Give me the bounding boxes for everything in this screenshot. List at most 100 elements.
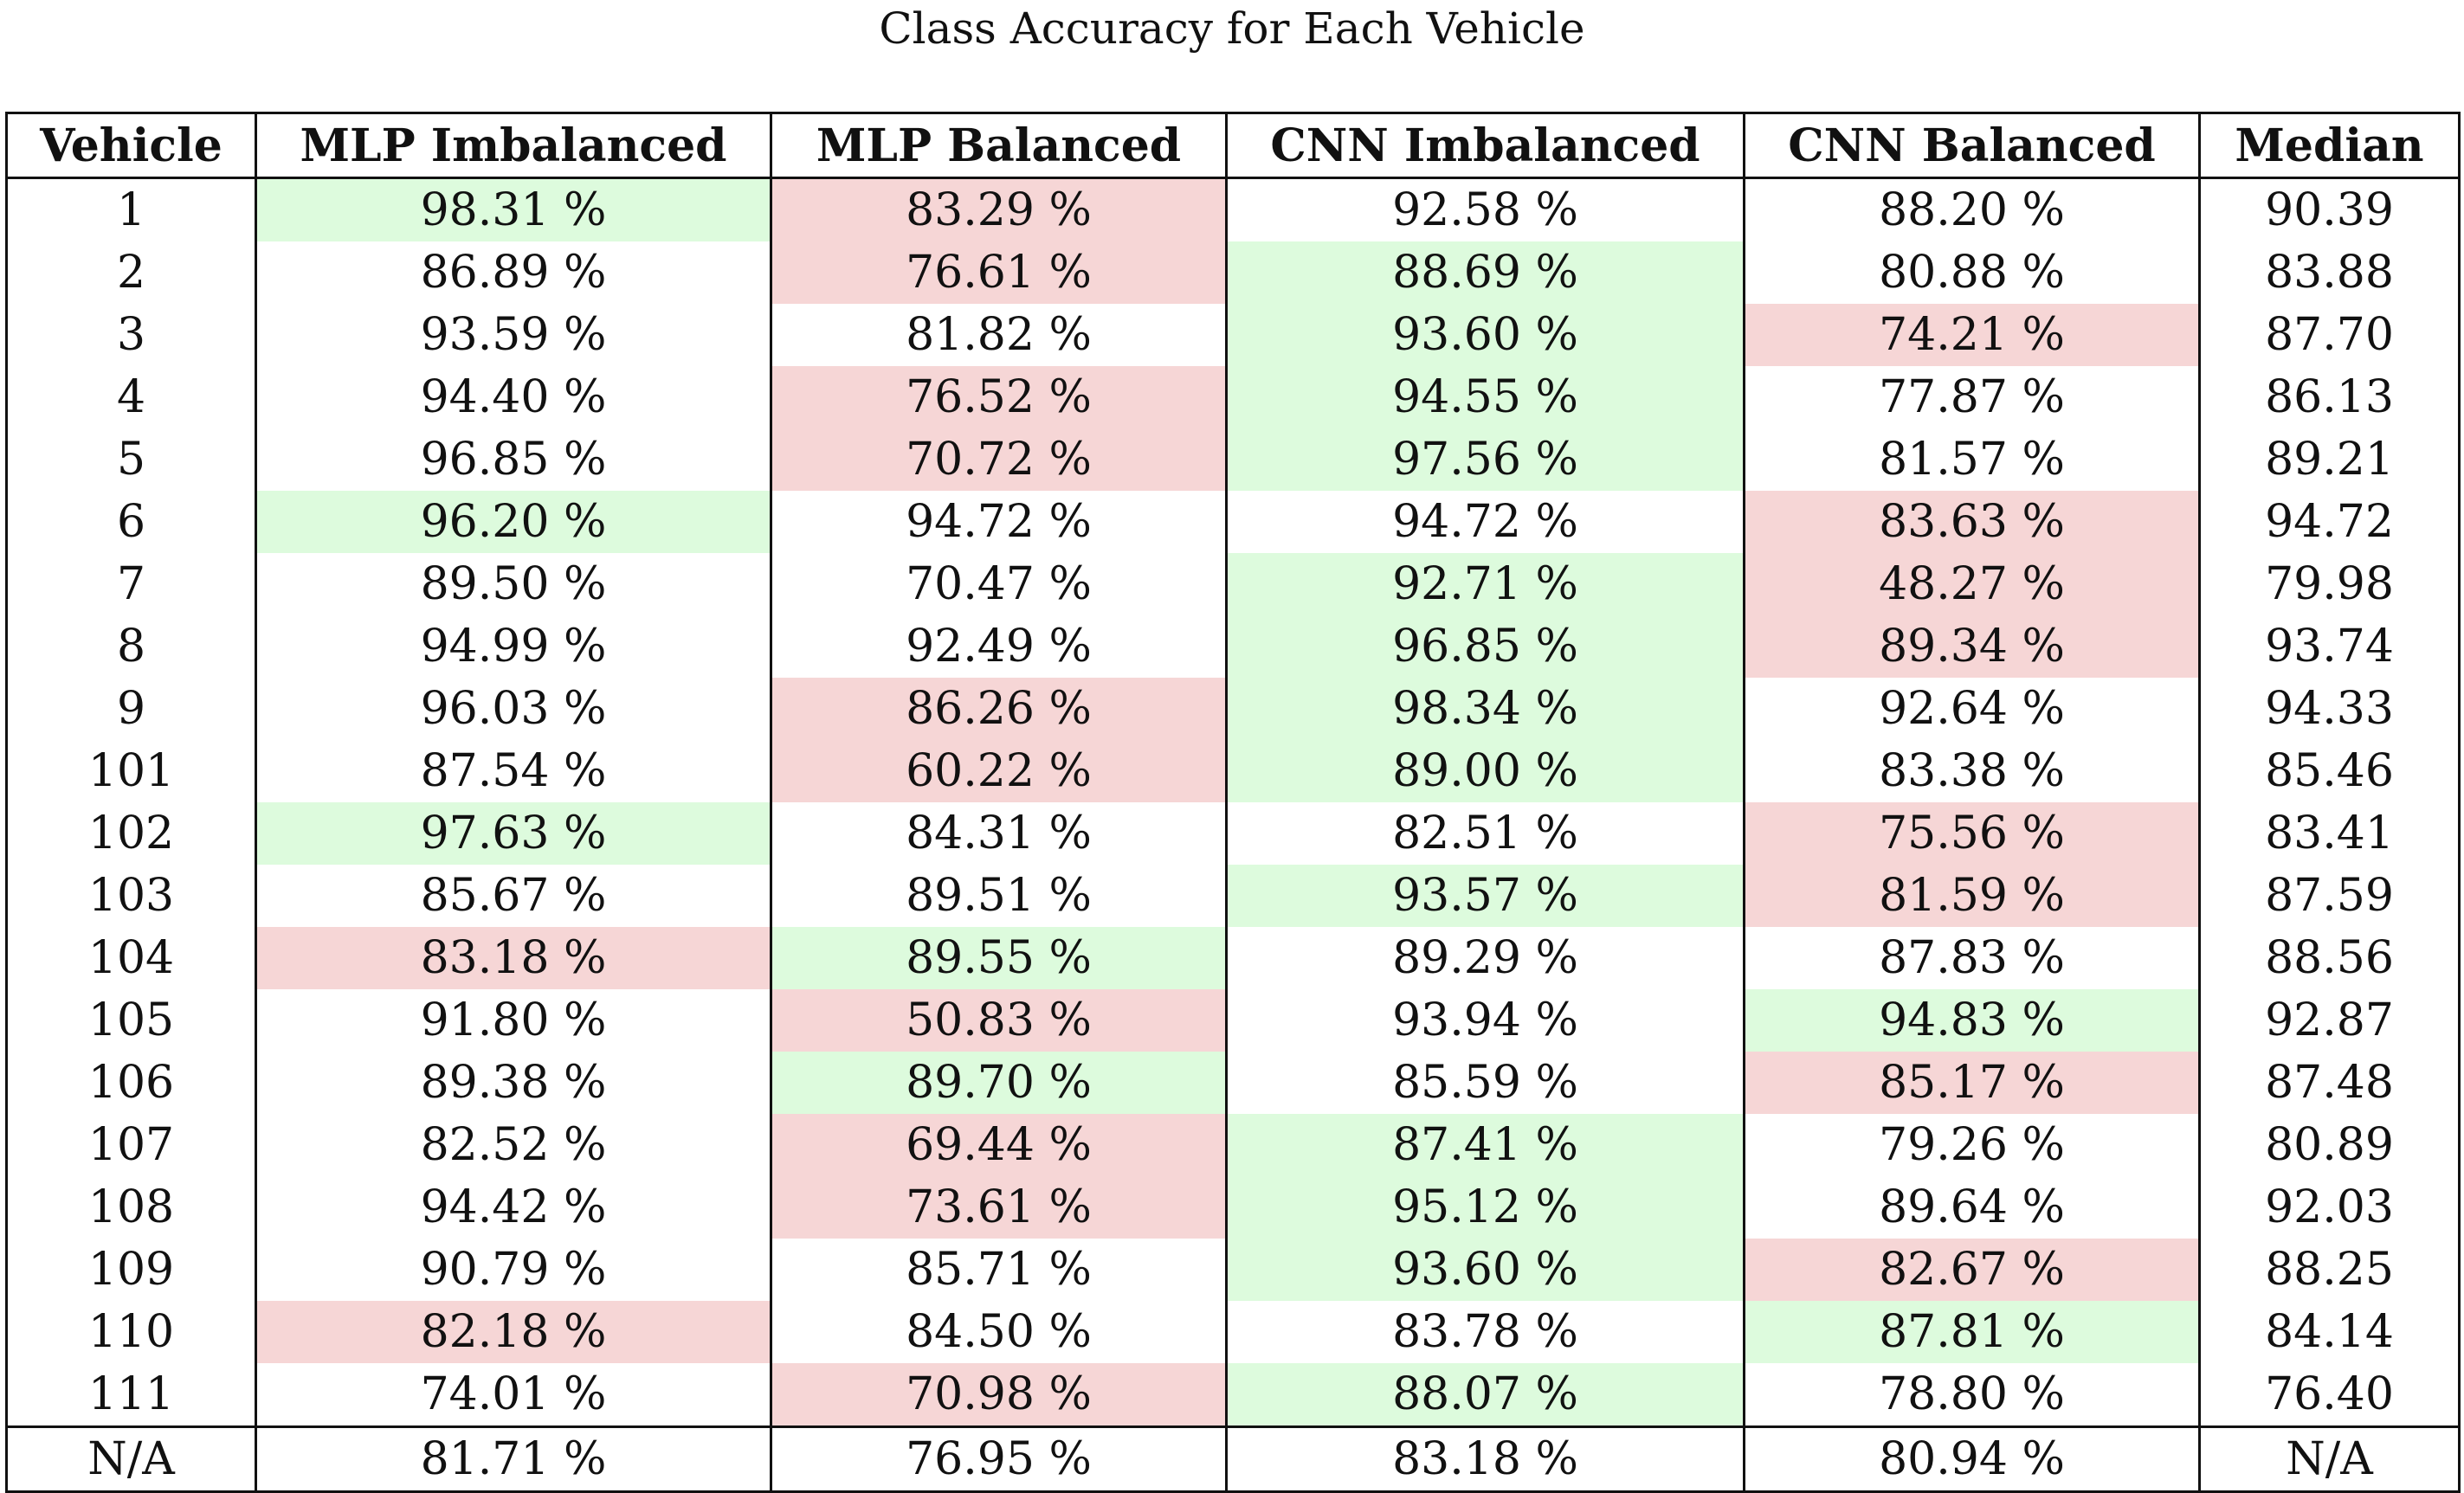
table-row: 101 87.54 % 60.22 % 89.00 % 83.38 % 85.46 — [5, 740, 2461, 802]
cell-mlp-imbalanced: 74.01 % — [255, 1363, 772, 1427]
cell-median: 85.46 — [2198, 740, 2461, 802]
cell-median: 94.72 — [2198, 491, 2461, 553]
cell-median: 84.14 — [2198, 1301, 2461, 1363]
cell-cnn-imbalanced: 88.69 % — [1225, 241, 1745, 304]
cell-median: 87.59 — [2198, 865, 2461, 927]
cell-cnn-balanced: 81.57 % — [1743, 428, 2201, 491]
table-row: 109 90.79 % 85.71 % 93.60 % 82.67 % 88.25 — [5, 1239, 2461, 1301]
cell-vehicle: 1 — [5, 177, 257, 241]
cell-cnn-imbalanced: 94.72 % — [1225, 491, 1745, 553]
cell-cnn-balanced: 78.80 % — [1743, 1363, 2201, 1427]
cell-cnn-imbalanced: 96.85 % — [1225, 615, 1745, 678]
cell-mlp-balanced: 70.47 % — [770, 553, 1228, 615]
header-mlp-balanced: MLP Balanced — [770, 112, 1228, 179]
cell-mlp-balanced: 89.51 % — [770, 865, 1228, 927]
cell-vehicle: 9 — [5, 678, 257, 740]
cell-cnn-balanced: 83.63 % — [1743, 491, 2201, 553]
cell-vehicle: 107 — [5, 1114, 257, 1176]
cell-cnn-imbalanced: 95.12 % — [1225, 1176, 1745, 1239]
table-row: 105 91.80 % 50.83 % 93.94 % 94.83 % 92.87 — [5, 989, 2461, 1052]
cell-cnn-imbalanced: 93.57 % — [1225, 865, 1745, 927]
cell-mlp-imbalanced: 90.79 % — [255, 1239, 772, 1301]
table-row: 107 82.52 % 69.44 % 87.41 % 79.26 % 80.89 — [5, 1114, 2461, 1176]
cell-cnn-balanced: 89.64 % — [1743, 1176, 2201, 1239]
cell-cnn-balanced: 75.56 % — [1743, 802, 2201, 865]
cell-vehicle: 6 — [5, 491, 257, 553]
cell-cnn-imbalanced: 82.51 % — [1225, 802, 1745, 865]
cell-mlp-imbalanced: 96.03 % — [255, 678, 772, 740]
table-body: 1 98.31 % 83.29 % 92.58 % 88.20 % 90.39 2 86.89… — [5, 177, 2461, 1492]
cell-vehicle: 5 — [5, 428, 257, 491]
cell-cnn-balanced: 81.59 % — [1743, 865, 2201, 927]
cell-cnn-balanced: 74.21 % — [1743, 304, 2201, 366]
cell-cnn-balanced: 79.26 % — [1743, 1114, 2201, 1176]
cell-cnn-imbalanced: 93.94 % — [1225, 989, 1745, 1052]
cell-vehicle: 105 — [5, 989, 257, 1052]
table-row: 7 89.50 % 70.47 % 92.71 % 48.27 % 79.98 — [5, 553, 2461, 615]
cell-mlp-imbalanced: 98.31 % — [255, 177, 772, 241]
cell-median: 79.98 — [2198, 553, 2461, 615]
cell-cnn-balanced: 88.20 % — [1743, 177, 2201, 241]
cell-mlp-balanced: 84.31 % — [770, 802, 1228, 865]
cell-mlp-imbalanced: 86.89 % — [255, 241, 772, 304]
cell-vehicle: 109 — [5, 1239, 257, 1301]
cell-median: 76.40 — [2198, 1363, 2461, 1427]
cell-median: 88.25 — [2198, 1239, 2461, 1301]
cell-mlp-balanced: 70.98 % — [770, 1363, 1228, 1427]
cell-cnn-imbalanced: 94.55 % — [1225, 366, 1745, 428]
cell-vehicle: 4 — [5, 366, 257, 428]
table-row: 104 83.18 % 89.55 % 89.29 % 87.83 % 88.56 — [5, 927, 2461, 989]
cell-cnn-imbalanced: 92.71 % — [1225, 553, 1745, 615]
table-row: 111 74.01 % 70.98 % 88.07 % 78.80 % 76.40 — [5, 1363, 2461, 1427]
header-vehicle: Vehicle — [5, 112, 257, 179]
cell-median: 92.03 — [2198, 1176, 2461, 1239]
cell-mlp-imbalanced: 87.54 % — [255, 740, 772, 802]
cell-mlp-imbalanced: 96.20 % — [255, 491, 772, 553]
cell-mlp-imbalanced: 83.18 % — [255, 927, 772, 989]
cell-cnn-imbalanced: 87.41 % — [1225, 1114, 1745, 1176]
table-row: 5 96.85 % 70.72 % 97.56 % 81.57 % 89.21 — [5, 428, 2461, 491]
cell-mlp-balanced: 73.61 % — [770, 1176, 1228, 1239]
accuracy-table: Vehicle MLP Imbalanced MLP Balanced CNN … — [5, 112, 2461, 1493]
cell-median: 83.41 — [2198, 802, 2461, 865]
cell-mlp-balanced: 76.52 % — [770, 366, 1228, 428]
cell-mlp-imbalanced: 85.67 % — [255, 865, 772, 927]
cell-mlp-balanced: 76.61 % — [770, 241, 1228, 304]
cell-cnn-imbalanced: 93.60 % — [1225, 304, 1745, 366]
cell-median: 87.48 — [2198, 1052, 2461, 1114]
cell-vehicle: 111 — [5, 1363, 257, 1427]
cell-cnn-balanced: 48.27 % — [1743, 553, 2201, 615]
cell-mlp-imbalanced: 94.99 % — [255, 615, 772, 678]
cell-vehicle: 103 — [5, 865, 257, 927]
header-cnn-balanced: CNN Balanced — [1743, 112, 2201, 179]
cell-mlp-balanced: 60.22 % — [770, 740, 1228, 802]
cell-mlp-balanced: 94.72 % — [770, 491, 1228, 553]
cell-cnn-imbalanced: 98.34 % — [1225, 678, 1745, 740]
cell-mlp-imbalanced: 89.38 % — [255, 1052, 772, 1114]
cell-mlp-imbalanced: 93.59 % — [255, 304, 772, 366]
cell-vehicle: 7 — [5, 553, 257, 615]
table-row: 1 98.31 % 83.29 % 92.58 % 88.20 % 90.39 — [5, 177, 2461, 241]
cell-cnn-balanced: 82.67 % — [1743, 1239, 2201, 1301]
table-row: 9 96.03 % 86.26 % 98.34 % 92.64 % 94.33 — [5, 678, 2461, 740]
table-row: 110 82.18 % 84.50 % 83.78 % 87.81 % 84.14 — [5, 1301, 2461, 1363]
cell-mlp-imbalanced: 94.42 % — [255, 1176, 772, 1239]
cell-mlp-imbalanced: 89.50 % — [255, 553, 772, 615]
cell-vehicle: 104 — [5, 927, 257, 989]
cell-mlp-balanced: 89.55 % — [770, 927, 1228, 989]
footer-median: N/A — [2198, 1425, 2461, 1492]
cell-mlp-imbalanced: 97.63 % — [255, 802, 772, 865]
cell-cnn-balanced: 87.81 % — [1743, 1301, 2201, 1363]
cell-cnn-balanced: 80.88 % — [1743, 241, 2201, 304]
cell-vehicle: 106 — [5, 1052, 257, 1114]
cell-median: 89.21 — [2198, 428, 2461, 491]
table-row: 2 86.89 % 76.61 % 88.69 % 80.88 % 83.88 — [5, 241, 2461, 304]
footer-cnn-imbalanced: 83.18 % — [1225, 1425, 1745, 1492]
cell-mlp-balanced: 89.70 % — [770, 1052, 1228, 1114]
cell-mlp-balanced: 81.82 % — [770, 304, 1228, 366]
footer-row: N/A 81.71 % 76.95 % 83.18 % 80.94 % N/A — [5, 1425, 2461, 1492]
cell-cnn-imbalanced: 89.00 % — [1225, 740, 1745, 802]
cell-vehicle: 110 — [5, 1301, 257, 1363]
table-row: 102 97.63 % 84.31 % 82.51 % 75.56 % 83.41 — [5, 802, 2461, 865]
cell-mlp-balanced: 86.26 % — [770, 678, 1228, 740]
